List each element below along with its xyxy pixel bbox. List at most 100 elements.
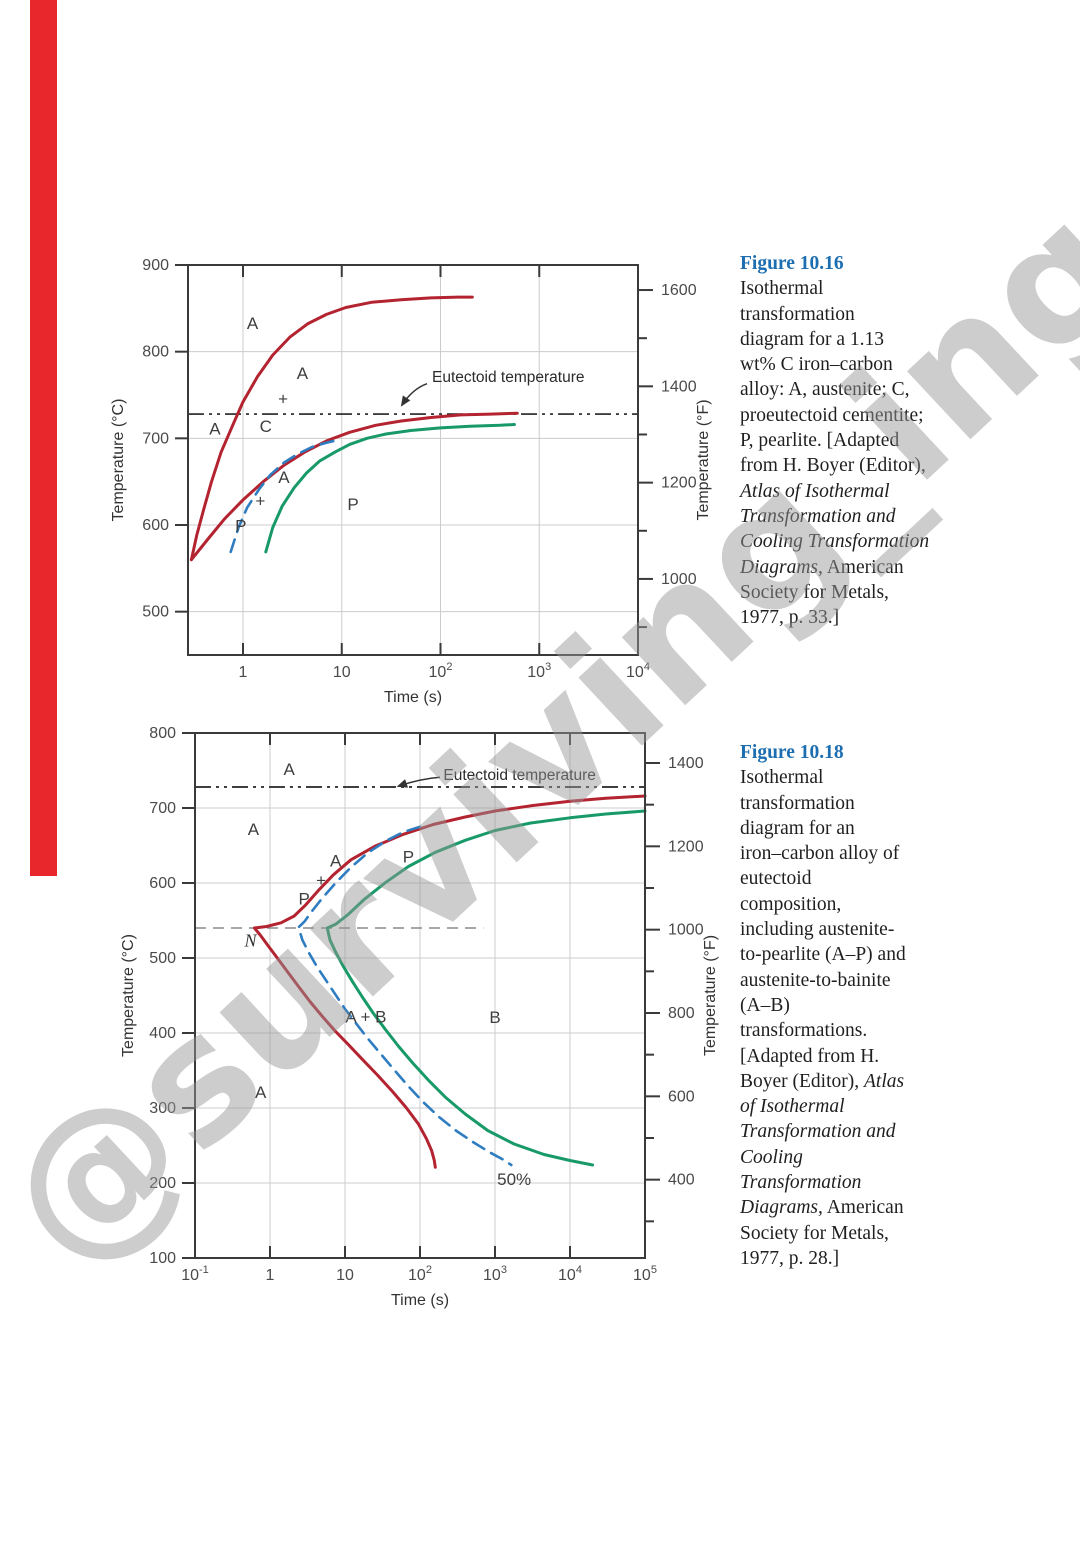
annotation-arrow	[400, 382, 428, 407]
y-tick-label-celsius: 600	[142, 517, 169, 534]
ttt-diagram-fig-10-18: 10-1 1 10 102 103 104 105 100 200 300 400 500 600 700…	[120, 725, 719, 1309]
figure-caption-line: Isothermal	[740, 278, 824, 300]
figure-caption-line: austenite-to-bainite	[740, 969, 891, 991]
region-label: +	[316, 871, 326, 890]
figure-caption-line: Cooling	[740, 1146, 803, 1168]
cementite-start-upper-red	[189, 295, 474, 562]
y-tick-label-fahrenheit: 1600	[661, 282, 697, 299]
x-tick-label: 10	[336, 1267, 354, 1284]
y-tick-label-celsius: 400	[149, 1025, 176, 1042]
figure-caption-line: Isothermal	[740, 767, 824, 789]
y-tick-label-fahrenheit: 1200	[668, 838, 704, 855]
figure-caption-line: iron–carbon alloy of	[740, 843, 900, 865]
transformation-end-green	[325, 809, 647, 1167]
annotation-arrow	[396, 776, 441, 788]
y-tick-label-fahrenheit: 1000	[668, 922, 704, 939]
figure-caption-line: diagram for an	[740, 817, 855, 839]
y-tick-label-celsius: 700	[142, 430, 169, 447]
y-tick-label-fahrenheit: 1000	[661, 571, 697, 588]
x-tick-label: 103	[483, 1264, 507, 1284]
y-tick-label-celsius: 500	[149, 950, 176, 967]
plot-frame	[187, 264, 639, 656]
figure-10-16-caption: Figure 10.16 Isothermal transformation diag…	[740, 251, 980, 630]
figure-caption-line: Diagrams, American	[740, 1197, 904, 1219]
figure-caption-line: Atlas of Isothermal	[740, 480, 890, 502]
x-tick-label: 102	[408, 1264, 432, 1284]
y-tick-label-celsius: 900	[142, 257, 169, 274]
region-label: 50%	[497, 1170, 531, 1189]
region-label: B	[489, 1008, 500, 1027]
x-tick-label: 104	[626, 661, 650, 681]
figure-caption-line: eutectoid	[740, 868, 812, 890]
figure-caption-line: wt% C iron–carbon	[740, 354, 893, 376]
figure-caption-title: Figure 10.18	[740, 742, 844, 763]
right-y-axis-title: Temperature (°F)	[702, 935, 719, 1056]
x-tick-label: 1	[266, 1267, 275, 1284]
figure-caption-line: 1977, p. 33.]	[740, 607, 840, 629]
ttt-diagram-fig-10-16: 1 10 102 103 104 500 600 700 800 900 1600 1400 1200 1…	[110, 257, 712, 706]
figure-10-18-caption: Figure 10.18 Isothermal transformation diag…	[740, 740, 980, 1271]
region-label: C	[260, 417, 272, 436]
figure-caption-title: Figure 10.16	[740, 253, 844, 274]
region-label: A	[283, 760, 295, 779]
region-label: P	[235, 517, 246, 536]
x-tick-label: 1	[239, 664, 248, 681]
region-label: N	[244, 931, 258, 951]
figure-caption-line: (A–B)	[740, 994, 790, 1016]
fifty-percent-dashed-blue	[297, 825, 513, 1167]
region-label: A	[297, 364, 309, 383]
left-y-axis-title: Temperature (°C)	[110, 399, 127, 522]
region-label: +	[255, 492, 265, 511]
region-label: A	[248, 820, 260, 839]
eutectoid-annotation: Eutectoid temperature	[432, 369, 585, 386]
y-tick-label-fahrenheit: 1400	[661, 378, 697, 395]
left-y-axis-title: Temperature (°C)	[120, 934, 137, 1057]
figure-caption-line: including austenite-	[740, 919, 895, 941]
x-tick-label: 105	[633, 1264, 657, 1284]
figure-caption-line: Transformation	[740, 1172, 862, 1194]
figure-caption-line: Boyer (Editor), Atlas	[740, 1070, 905, 1092]
y-tick-label-celsius: 700	[149, 800, 176, 817]
x-axis-title: Time (s)	[384, 689, 442, 706]
region-label: A	[330, 851, 342, 870]
figure-caption-line: 1977, p. 28.]	[740, 1247, 840, 1269]
y-tick-label-celsius: 500	[142, 604, 169, 621]
y-tick-label-celsius: 100	[149, 1250, 176, 1267]
figure-caption-line: Society for Metals,	[740, 1222, 889, 1244]
figure-caption-line: Diagrams, American	[740, 556, 904, 578]
transformation-end-green	[264, 423, 516, 554]
eutectoid-annotation: Eutectoid temperature	[443, 767, 596, 784]
pearlite-start-lower-red	[189, 411, 519, 562]
region-label: A	[278, 468, 290, 487]
y-tick-label-fahrenheit: 1400	[668, 755, 704, 772]
region-label: A	[209, 420, 221, 439]
x-tick-label: 103	[527, 661, 551, 681]
figure-caption-line: alloy: A, austenite; C,	[740, 379, 910, 401]
y-tick-label-celsius: 800	[142, 344, 169, 361]
figure-caption-line: [Adapted from H.	[740, 1045, 880, 1067]
figure-caption-line: transformations.	[740, 1020, 868, 1042]
region-label: A + B	[345, 1007, 386, 1026]
right-y-axis-title: Temperature (°F)	[695, 399, 712, 520]
figure-caption-line: transformation	[740, 303, 855, 325]
y-tick-label-fahrenheit: 1200	[661, 475, 697, 492]
figure-caption-line: diagram for a 1.13	[740, 328, 885, 350]
figure-caption-line: Transformation and	[740, 1121, 896, 1143]
figure-caption-line: to-pearlite (A–P) and	[740, 944, 906, 966]
y-tick-label-fahrenheit: 400	[668, 1172, 695, 1189]
fifty-percent-dashed-blue	[229, 438, 339, 554]
x-axis-title: Time (s)	[391, 1292, 449, 1309]
region-label: P	[298, 890, 309, 909]
region-label: P	[347, 495, 358, 514]
x-tick-label: 102	[429, 661, 453, 681]
figure-caption-line: of Isothermal	[740, 1096, 845, 1118]
figure-caption-line: composition,	[740, 893, 842, 915]
region-label: A	[255, 1083, 267, 1102]
figure-caption-line: Cooling Transformation	[740, 531, 930, 553]
region-label: A	[247, 314, 259, 333]
x-tick-label: 104	[558, 1264, 582, 1284]
figure-caption-line: transformation	[740, 792, 855, 814]
region-label: P	[403, 848, 414, 867]
y-tick-label-celsius: 200	[149, 1175, 176, 1192]
